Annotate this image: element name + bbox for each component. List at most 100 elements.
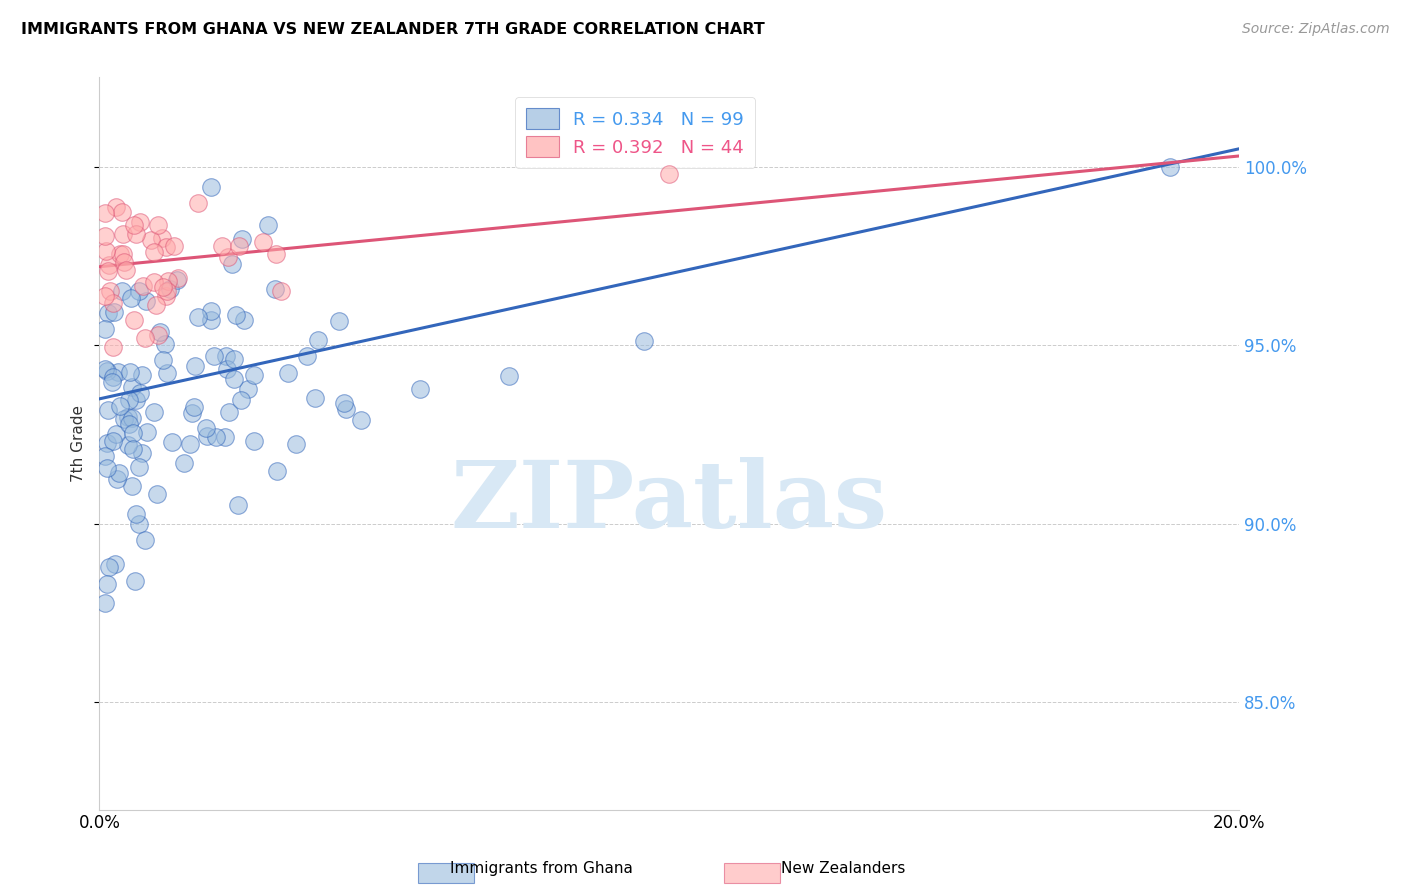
Point — [94, 322, 117, 336]
Point — [129, 386, 152, 401]
Point — [1159, 160, 1181, 174]
Point — [107, 365, 129, 379]
Point — [498, 368, 520, 383]
Point — [217, 250, 239, 264]
Point — [108, 399, 131, 413]
Point — [97, 403, 120, 417]
Point — [277, 366, 299, 380]
Point — [233, 312, 256, 326]
Point — [134, 331, 156, 345]
Point — [122, 313, 145, 327]
Point — [307, 333, 329, 347]
Point — [125, 392, 148, 407]
Point — [350, 413, 373, 427]
Point — [121, 380, 143, 394]
Point — [94, 288, 117, 302]
Point — [97, 264, 120, 278]
Point — [155, 289, 177, 303]
Point — [195, 429, 218, 443]
Point — [224, 351, 246, 366]
Point — [633, 334, 655, 349]
Point — [155, 336, 177, 351]
Point — [200, 180, 222, 194]
Point — [266, 247, 288, 261]
Point — [180, 406, 202, 420]
Point — [122, 219, 145, 233]
Text: Immigrants from Ghana: Immigrants from Ghana — [450, 861, 633, 876]
Point — [120, 291, 142, 305]
Point — [101, 434, 124, 449]
Point — [132, 279, 155, 293]
Point — [238, 382, 260, 396]
Point — [94, 206, 117, 220]
Point — [173, 456, 195, 470]
Point — [155, 240, 177, 254]
Point — [134, 533, 156, 547]
Point — [285, 436, 308, 450]
Point — [167, 270, 190, 285]
Point — [200, 313, 222, 327]
Point — [221, 257, 243, 271]
Point — [152, 280, 174, 294]
Point — [214, 430, 236, 444]
Point — [225, 308, 247, 322]
Point — [139, 233, 162, 247]
Point — [111, 227, 134, 242]
Point — [146, 487, 169, 501]
Point — [195, 421, 218, 435]
Point — [229, 392, 252, 407]
Point — [218, 404, 240, 418]
Point — [226, 499, 249, 513]
Point — [94, 229, 117, 244]
Point — [135, 425, 157, 440]
Point — [146, 219, 169, 233]
Point — [105, 427, 128, 442]
Point — [156, 274, 179, 288]
Point — [270, 284, 292, 298]
Text: New Zealanders: New Zealanders — [782, 861, 905, 876]
Text: IMMIGRANTS FROM GHANA VS NEW ZEALANDER 7TH GRADE CORRELATION CHART: IMMIGRANTS FROM GHANA VS NEW ZEALANDER 7… — [21, 22, 765, 37]
Point — [166, 273, 188, 287]
Point — [297, 349, 319, 363]
Point — [183, 401, 205, 415]
Point — [143, 275, 166, 289]
Point — [117, 438, 139, 452]
Point — [121, 411, 143, 425]
Point — [97, 258, 120, 272]
Point — [122, 426, 145, 441]
Point — [96, 461, 118, 475]
Point — [96, 363, 118, 377]
Point — [101, 340, 124, 354]
Point — [107, 467, 129, 481]
Point — [146, 327, 169, 342]
Point — [97, 306, 120, 320]
Point — [108, 246, 131, 260]
Point — [131, 368, 153, 383]
Point — [243, 368, 266, 382]
Point — [243, 434, 266, 449]
Point — [103, 304, 125, 318]
Point — [96, 577, 118, 591]
Point — [335, 401, 357, 416]
Point — [156, 366, 179, 380]
Point — [159, 282, 181, 296]
Point — [94, 244, 117, 259]
Point — [112, 411, 135, 425]
Point — [112, 246, 135, 260]
Point — [111, 284, 134, 298]
Point — [184, 359, 207, 373]
Point — [118, 392, 141, 407]
Point — [231, 232, 253, 246]
Point — [128, 285, 150, 299]
Point — [125, 227, 148, 241]
Point — [228, 239, 250, 253]
Point — [103, 370, 125, 384]
Point — [142, 244, 165, 259]
Point — [409, 382, 432, 396]
Point — [333, 396, 356, 410]
Point — [204, 350, 226, 364]
Point — [163, 239, 186, 253]
Point — [101, 296, 124, 310]
Point — [117, 417, 139, 431]
Point — [179, 437, 201, 451]
